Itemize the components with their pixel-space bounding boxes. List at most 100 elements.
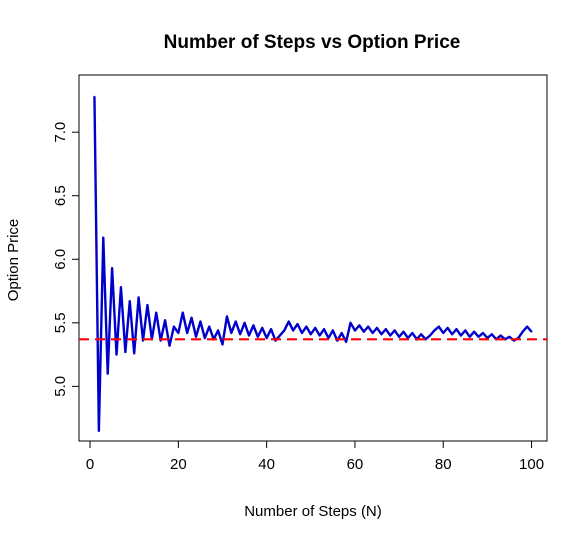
data-point xyxy=(508,335,511,338)
data-point xyxy=(424,338,427,341)
data-point xyxy=(252,324,255,327)
data-point xyxy=(265,337,268,339)
data-point xyxy=(296,323,299,325)
data-point xyxy=(256,335,259,338)
data-point xyxy=(115,353,118,356)
y-axis: 5.0 5.5 6.0 6.5 7.0 xyxy=(52,122,80,397)
data-point xyxy=(230,332,233,334)
data-point xyxy=(283,329,286,332)
data-point xyxy=(530,330,533,333)
data-point xyxy=(124,351,127,353)
data-point xyxy=(451,333,453,336)
data-point xyxy=(239,333,242,336)
data-point xyxy=(331,329,334,332)
data-point xyxy=(164,319,166,322)
data-point xyxy=(468,335,471,338)
data-point xyxy=(234,320,237,323)
data-point xyxy=(137,296,140,299)
data-point xyxy=(309,333,312,336)
data-point xyxy=(195,335,197,338)
option-price-line xyxy=(93,96,533,433)
data-point xyxy=(243,321,246,324)
data-point xyxy=(433,329,436,332)
data-point xyxy=(111,267,114,270)
data-point xyxy=(221,343,224,346)
data-point xyxy=(314,326,317,329)
data-point xyxy=(318,334,321,337)
data-point xyxy=(380,333,383,336)
data-point xyxy=(354,329,356,332)
data-point xyxy=(340,332,343,334)
data-point xyxy=(389,334,392,337)
x-tick-label: 0 xyxy=(86,456,94,473)
chart-title: Number of Steps vs Option Price xyxy=(164,32,461,53)
data-point xyxy=(499,334,502,337)
x-tick-label: 60 xyxy=(347,456,364,473)
data-point xyxy=(217,329,219,332)
x-tick-label: 100 xyxy=(519,456,544,473)
data-point xyxy=(442,332,445,334)
data-point xyxy=(203,337,206,339)
data-point xyxy=(345,340,348,343)
data-point xyxy=(199,320,202,323)
data-point xyxy=(521,330,524,333)
data-point xyxy=(305,325,308,328)
data-point xyxy=(168,344,171,347)
x-axis: 0 20 40 60 80 100 xyxy=(86,440,544,473)
data-point xyxy=(301,332,303,334)
y-tick-label: 6.5 xyxy=(52,185,69,206)
data-point xyxy=(177,332,180,334)
data-point xyxy=(349,321,352,324)
data-point xyxy=(460,334,462,337)
x-tick-label: 40 xyxy=(258,456,275,473)
data-point xyxy=(278,334,281,337)
data-point xyxy=(287,320,290,323)
data-point xyxy=(402,330,405,333)
data-point xyxy=(261,326,264,329)
data-point xyxy=(181,311,184,314)
data-point xyxy=(133,352,136,355)
data-point xyxy=(464,329,467,332)
data-point xyxy=(455,328,458,331)
data-point xyxy=(393,329,396,332)
data-point xyxy=(248,334,250,337)
data-point xyxy=(367,325,370,328)
data-point xyxy=(97,429,100,432)
y-tick-label: 5.0 xyxy=(52,376,69,397)
data-point xyxy=(446,326,449,329)
x-tick-label: 20 xyxy=(170,456,187,473)
data-point xyxy=(102,236,105,239)
y-tick-label: 6.0 xyxy=(52,249,69,270)
x-tick-label: 80 xyxy=(435,456,452,473)
data-point xyxy=(376,326,378,329)
data-point xyxy=(292,329,295,332)
data-point xyxy=(482,332,484,334)
data-point xyxy=(93,95,96,98)
data-point xyxy=(120,286,122,289)
data-point xyxy=(226,315,228,318)
data-point xyxy=(371,332,374,334)
data-point xyxy=(384,328,387,331)
data-point xyxy=(429,334,431,337)
data-point xyxy=(323,328,325,331)
data-point xyxy=(146,304,149,306)
data-point xyxy=(526,325,529,328)
data-point xyxy=(362,330,365,333)
x-axis-label: Number of Steps (N) xyxy=(244,503,382,520)
data-point xyxy=(208,325,211,328)
data-point xyxy=(477,335,480,338)
y-tick-label: 5.5 xyxy=(52,312,69,333)
data-point xyxy=(270,328,272,331)
plot-area xyxy=(79,95,547,433)
data-point xyxy=(420,333,423,336)
data-point xyxy=(490,333,493,336)
y-axis-label: Option Price xyxy=(5,219,22,302)
data-point xyxy=(106,372,109,375)
y-tick-label: 7.0 xyxy=(52,122,69,143)
data-point xyxy=(437,325,440,328)
data-point xyxy=(173,325,175,328)
data-point xyxy=(190,316,193,319)
data-point xyxy=(155,311,158,314)
data-point xyxy=(398,335,400,338)
